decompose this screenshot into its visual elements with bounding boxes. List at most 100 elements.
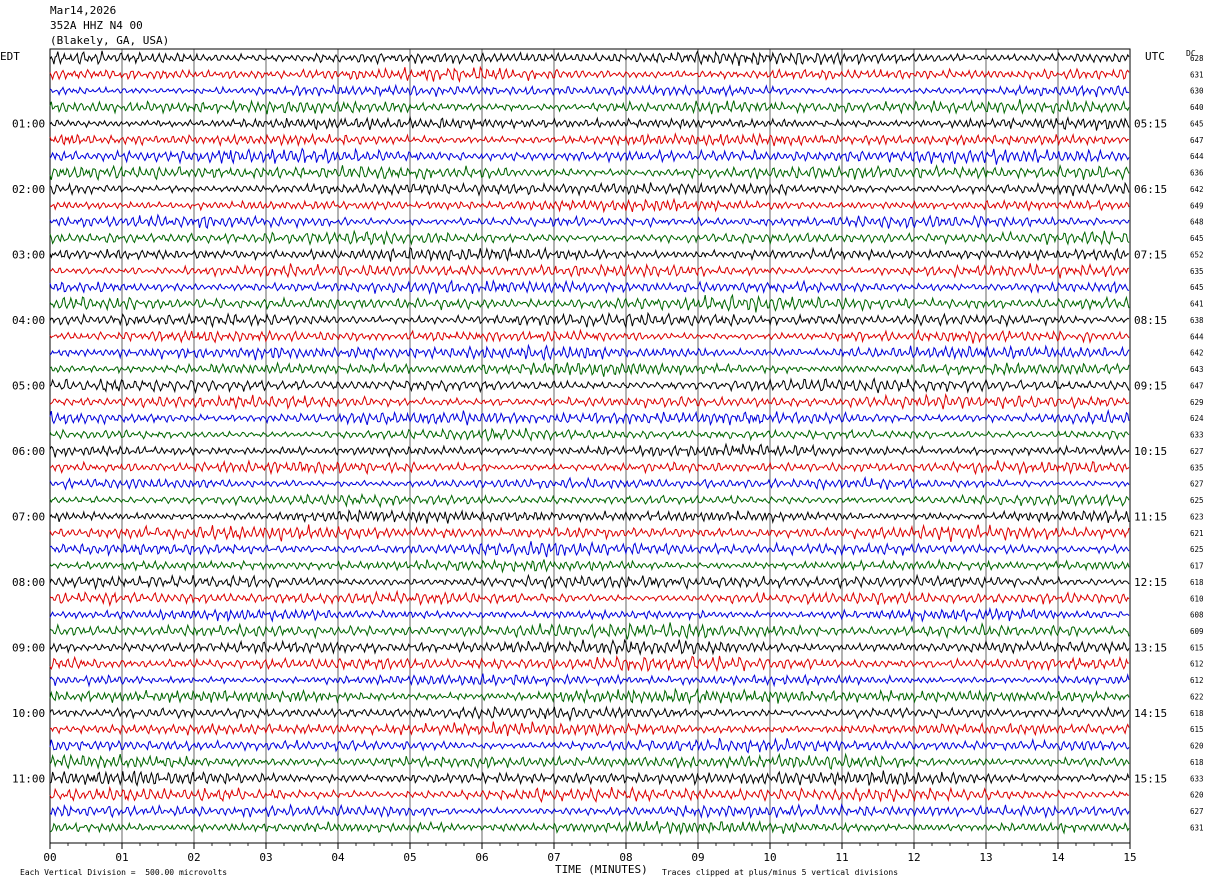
seismic-trace bbox=[49, 523, 1130, 542]
seismic-trace bbox=[49, 558, 1130, 574]
x-tick-label: 12 bbox=[907, 851, 920, 864]
dc-offset-label: 648 bbox=[1190, 218, 1204, 227]
dc-offset-label: 644 bbox=[1190, 152, 1204, 161]
x-tick-label: 09 bbox=[691, 851, 704, 864]
right-hour-label: 14:15 bbox=[1134, 707, 1167, 720]
right-hour-label: 13:15 bbox=[1134, 641, 1167, 654]
dc-offset-label: 608 bbox=[1190, 611, 1204, 620]
seismic-trace bbox=[49, 785, 1130, 804]
dc-offset-label: 652 bbox=[1190, 250, 1204, 259]
dc-offset-label: 620 bbox=[1190, 791, 1204, 800]
dc-offset-label: 641 bbox=[1190, 300, 1204, 309]
dc-offset-label: 628 bbox=[1190, 54, 1204, 63]
seismic-trace bbox=[49, 262, 1130, 279]
right-hour-label: 07:15 bbox=[1134, 248, 1167, 261]
dc-offset-label: 647 bbox=[1190, 381, 1204, 390]
seismic-trace bbox=[49, 65, 1130, 83]
scale-note: Each Vertical Division = 500.00 microvol… bbox=[20, 868, 228, 877]
dc-offset-label: 617 bbox=[1190, 562, 1204, 571]
x-tick-label: 13 bbox=[979, 851, 992, 864]
dc-offset-label: 643 bbox=[1190, 365, 1204, 374]
dc-offset-label: 629 bbox=[1190, 398, 1204, 407]
dc-offset-label: 636 bbox=[1190, 169, 1204, 178]
x-tick-label: 00 bbox=[43, 851, 56, 864]
dc-offset-label: 623 bbox=[1190, 512, 1204, 521]
left-hour-label: 03:00 bbox=[12, 248, 45, 261]
dc-offset-label: 612 bbox=[1190, 660, 1204, 669]
x-tick-label: 14 bbox=[1051, 851, 1065, 864]
dc-offset-label: 638 bbox=[1190, 316, 1204, 325]
dc-offset-label: 627 bbox=[1190, 480, 1204, 489]
seismic-trace bbox=[49, 606, 1130, 623]
dc-offset-label: 620 bbox=[1190, 742, 1204, 751]
dc-offset-label: 612 bbox=[1190, 676, 1204, 685]
right-hour-label: 15:15 bbox=[1134, 772, 1167, 785]
seismic-trace bbox=[49, 673, 1130, 688]
seismic-trace bbox=[49, 819, 1130, 836]
left-timezone-label: EDT bbox=[0, 50, 20, 63]
dc-offset-label: 618 bbox=[1190, 709, 1204, 718]
x-tick-label: 07 bbox=[547, 851, 560, 864]
left-hour-label: 04:00 bbox=[12, 314, 45, 327]
dc-offset-label: 642 bbox=[1190, 185, 1204, 194]
dc-offset-label: 635 bbox=[1190, 463, 1204, 472]
dc-offset-label: 609 bbox=[1190, 627, 1204, 636]
seismic-trace bbox=[49, 705, 1130, 723]
seismic-trace bbox=[49, 293, 1130, 313]
dc-offset-label: 631 bbox=[1190, 823, 1204, 832]
dc-offset-label: 631 bbox=[1190, 70, 1204, 79]
seismic-trace bbox=[49, 279, 1130, 296]
dc-offset-label: 649 bbox=[1190, 201, 1204, 210]
dc-label: DC bbox=[1186, 49, 1196, 58]
x-tick-label: 01 bbox=[115, 851, 128, 864]
seismic-trace bbox=[49, 802, 1130, 819]
x-axis-label: TIME (MINUTES) bbox=[555, 863, 648, 876]
left-hour-label: 02:00 bbox=[12, 183, 45, 196]
left-hour-label: 09:00 bbox=[12, 641, 45, 654]
seismic-trace bbox=[49, 442, 1130, 459]
seismic-trace bbox=[49, 181, 1130, 197]
seismic-trace bbox=[49, 361, 1130, 377]
seismic-trace bbox=[49, 459, 1130, 476]
dc-offset-label: 645 bbox=[1190, 234, 1204, 243]
right-hour-label: 10:15 bbox=[1134, 445, 1167, 458]
seismic-trace bbox=[49, 99, 1130, 115]
dc-offset-label: 645 bbox=[1190, 283, 1204, 292]
seismic-trace bbox=[49, 50, 1130, 66]
left-hour-label: 10:00 bbox=[12, 707, 45, 720]
station-title: 352A HHZ N4 00 bbox=[50, 19, 143, 32]
seismic-trace bbox=[49, 770, 1130, 787]
x-tick-label: 11 bbox=[835, 851, 848, 864]
seismic-trace bbox=[49, 573, 1130, 591]
x-tick-label: 03 bbox=[259, 851, 272, 864]
seismic-trace bbox=[49, 115, 1130, 131]
dc-offset-label: 633 bbox=[1190, 431, 1204, 440]
clip-note: Traces clipped at plus/minus 5 vertical … bbox=[662, 868, 899, 877]
seismic-trace bbox=[49, 311, 1130, 330]
seismic-trace bbox=[49, 655, 1130, 673]
right-hour-label: 12:15 bbox=[1134, 576, 1167, 589]
seismic-trace bbox=[49, 328, 1130, 345]
seismic-trace bbox=[49, 377, 1130, 395]
seismic-trace bbox=[49, 737, 1130, 754]
x-tick-label: 15 bbox=[1123, 851, 1136, 864]
seismic-trace bbox=[49, 163, 1130, 182]
seismic-trace bbox=[49, 622, 1130, 640]
dc-offset-label: 622 bbox=[1190, 692, 1204, 701]
dc-offset-label: 647 bbox=[1190, 136, 1204, 145]
right-hour-label: 08:15 bbox=[1134, 314, 1167, 327]
seismic-trace bbox=[49, 246, 1130, 262]
dc-offset-label: 625 bbox=[1190, 545, 1204, 554]
left-hour-label: 05:00 bbox=[12, 379, 45, 392]
seismic-trace bbox=[49, 427, 1130, 443]
location-title: (Blakely, GA, USA) bbox=[50, 34, 170, 47]
dc-offset-label: 630 bbox=[1190, 87, 1204, 96]
seismic-trace bbox=[49, 229, 1130, 246]
seismic-trace bbox=[49, 721, 1130, 737]
dc-offset-label: 642 bbox=[1190, 349, 1204, 358]
dc-offset-label: 625 bbox=[1190, 496, 1204, 505]
right-hour-label: 05:15 bbox=[1134, 117, 1167, 130]
right-hour-label: 11:15 bbox=[1134, 510, 1167, 523]
x-tick-label: 08 bbox=[619, 851, 632, 864]
